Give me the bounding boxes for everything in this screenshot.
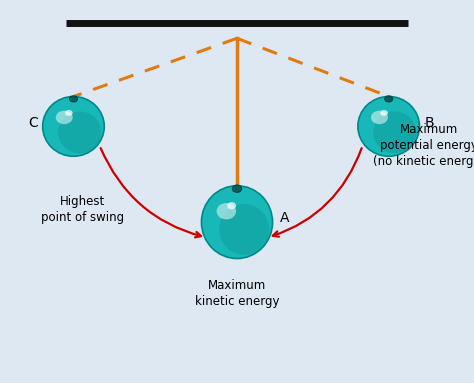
Ellipse shape (232, 185, 242, 192)
Text: Maximum
potential energy
(no kinetic energy): Maximum potential energy (no kinetic ene… (373, 123, 474, 168)
Ellipse shape (371, 111, 388, 124)
Text: Maximum
kinetic energy: Maximum kinetic energy (195, 279, 279, 308)
Ellipse shape (43, 97, 104, 156)
Ellipse shape (201, 186, 273, 259)
Ellipse shape (227, 202, 236, 210)
Text: C: C (28, 116, 38, 129)
Text: A: A (280, 211, 289, 225)
Ellipse shape (373, 111, 416, 153)
Ellipse shape (219, 204, 269, 255)
Text: Highest
point of swing: Highest point of swing (41, 195, 125, 224)
Ellipse shape (70, 96, 77, 102)
Ellipse shape (358, 97, 419, 156)
Text: B: B (424, 116, 434, 129)
Ellipse shape (58, 111, 101, 153)
Ellipse shape (65, 110, 73, 116)
Ellipse shape (380, 110, 388, 116)
Ellipse shape (217, 203, 236, 219)
Ellipse shape (385, 96, 392, 102)
Ellipse shape (56, 111, 73, 124)
